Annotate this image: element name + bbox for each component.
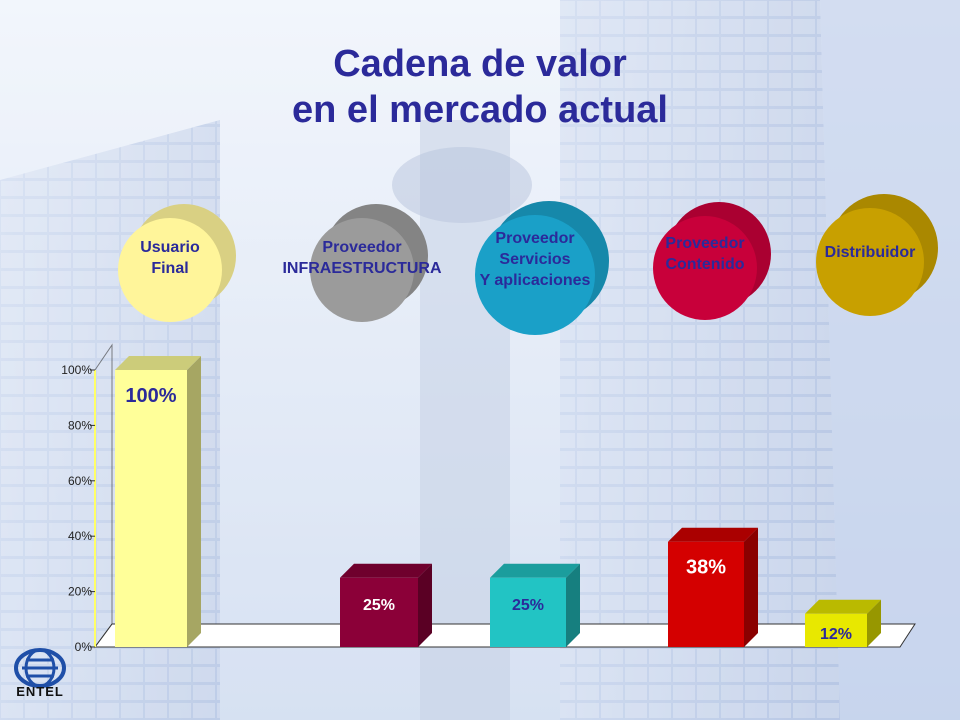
stage-circle-front: [653, 216, 757, 320]
y-tick-label: 100%: [61, 363, 92, 377]
stage-label-line: Distribuidor: [825, 244, 916, 261]
bar-side: [566, 563, 580, 647]
bar-1: 100%: [115, 356, 201, 647]
stage-label-line: Proveedor: [322, 239, 401, 256]
bars: 100% 25% 25% 38% 12%: [115, 356, 881, 647]
bar-value-label: 38%: [686, 557, 726, 579]
bar-front: [490, 577, 566, 647]
bar-front: [668, 541, 744, 647]
chain-stage-2: Proveedor INFRAESTRUCTURA: [282, 204, 442, 322]
y-axis: 0% 20% 40% 60% 80% 100%: [61, 363, 96, 654]
stage-label-line: Contenido: [665, 256, 744, 273]
value-chain-circles: UsuarioFinalProveedorINFRAESTRUCTURAProv…: [118, 194, 938, 335]
y-tick-label: 0%: [75, 640, 93, 654]
bar-front: [805, 613, 867, 647]
stage-circle-front: [118, 218, 222, 322]
stage-label-line: Usuario: [140, 239, 200, 256]
stage-label-line: Y aplicaciones: [480, 272, 591, 289]
slide-title-line-1: Cadena de valor: [333, 43, 627, 85]
stage-circle-front: [475, 215, 595, 335]
bar-2: 25%: [340, 563, 432, 647]
bar-value-label: 12%: [820, 626, 852, 643]
bar-side: [744, 527, 758, 647]
chain-stage-4: Proveedor Contenido: [653, 202, 771, 320]
chain-stage-1: Usuario Final: [118, 204, 236, 322]
bar-top: [490, 563, 580, 578]
bar-5: 12%: [805, 599, 881, 647]
slide-title-line-2: en el mercado actual: [292, 89, 668, 131]
stage-label-line: Servicios: [499, 251, 570, 268]
stage-circle-front: [816, 208, 924, 316]
bar-front: [340, 577, 418, 647]
bar-4: 38%: [668, 527, 758, 647]
bar-top: [805, 599, 881, 614]
back-wall-edge: [94, 343, 113, 649]
entel-logo-text: ENTEL: [16, 684, 64, 699]
bar-side: [418, 563, 432, 647]
entel-logo-icon: [14, 648, 66, 688]
stage-label-line: INFRAESTRUCTURA: [282, 260, 442, 277]
bar-value-label: 25%: [363, 597, 395, 614]
stage-label-line: Proveedor: [665, 235, 744, 252]
bar-top: [668, 527, 758, 542]
stage-label-line: Proveedor: [495, 230, 574, 247]
stage-label-line: Final: [151, 260, 188, 277]
bar-front: [115, 370, 187, 647]
bar-value-label: 100%: [125, 385, 176, 407]
y-tick-label: 20%: [68, 585, 92, 599]
bar-3: 25%: [490, 563, 580, 647]
bar-value-label: 25%: [512, 597, 544, 614]
bar-top: [340, 563, 432, 578]
stage-circle-front: [310, 218, 414, 322]
y-tick-label: 40%: [68, 529, 92, 543]
bar-side: [867, 599, 881, 647]
bar-top: [115, 356, 201, 370]
chain-stage-3: Proveedor Servicios Y aplicaciones: [475, 201, 609, 335]
y-tick-label: 80%: [68, 418, 92, 432]
bar-side: [187, 356, 201, 647]
chain-stage-5: Distribuidor: [816, 194, 938, 316]
y-tick-label: 60%: [68, 474, 92, 488]
